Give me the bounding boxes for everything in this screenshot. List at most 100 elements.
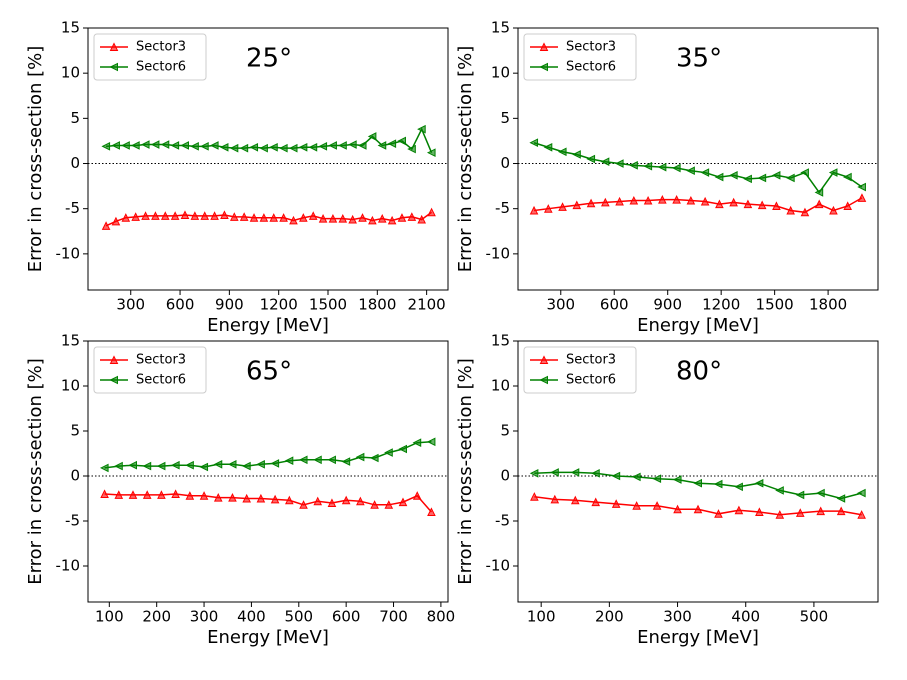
marker	[800, 207, 810, 217]
marker	[775, 510, 785, 519]
marker	[242, 461, 251, 471]
marker	[239, 212, 249, 221]
marker	[800, 168, 809, 177]
marker	[427, 207, 436, 217]
legend-label: Sector6	[566, 373, 616, 388]
subplot: -10 -5 0 5 10 15 100 200 300 400 500 Energy [MeV] Er…	[455, 332, 879, 648]
marker	[259, 213, 269, 222]
marker	[289, 215, 298, 225]
marker	[229, 143, 239, 153]
marker	[228, 492, 237, 502]
marker	[180, 141, 189, 150]
marker	[671, 163, 681, 173]
marker	[368, 215, 377, 225]
y-tick-label: -10	[486, 557, 511, 575]
marker	[693, 504, 703, 514]
marker	[417, 124, 426, 134]
marker	[377, 214, 387, 223]
marker	[387, 139, 397, 148]
legend-marker	[539, 375, 548, 385]
y-tick-label: 15	[61, 19, 80, 37]
marker	[686, 195, 696, 205]
marker	[171, 460, 180, 470]
legend-label: Sector3	[136, 353, 186, 368]
legend-box	[93, 33, 207, 81]
marker	[611, 499, 621, 508]
marker	[357, 141, 367, 150]
y-tick-label: -10	[56, 557, 81, 575]
marker	[298, 142, 308, 152]
marker	[550, 468, 559, 477]
marker	[412, 438, 422, 448]
marker	[816, 506, 826, 516]
y-tick-label: 5	[70, 422, 80, 440]
x-tick-label: 1500	[756, 296, 794, 314]
marker	[857, 182, 866, 192]
y-axis-label: Error in cross-section [%]	[25, 358, 46, 585]
marker	[121, 213, 131, 222]
y-tick-label: 15	[491, 332, 510, 350]
legend-box	[523, 346, 637, 394]
marker	[772, 201, 781, 210]
marker	[170, 211, 180, 220]
marker	[200, 211, 210, 220]
x-tick-label: 700	[379, 608, 408, 626]
x-tick-label: 1800	[358, 296, 396, 314]
legend-marker	[109, 42, 119, 51]
marker	[586, 198, 596, 208]
marker	[185, 460, 194, 470]
annotation: 25°	[246, 44, 292, 74]
subplot: -10 -5 0 5 10 15 300 600 900 1200 1500 1800 2100 Ener…	[25, 19, 449, 336]
marker	[259, 143, 268, 153]
marker	[757, 173, 767, 183]
marker	[131, 141, 140, 150]
marker	[171, 489, 180, 498]
marker	[128, 490, 138, 499]
series-line	[533, 197, 863, 214]
marker	[529, 205, 539, 215]
marker	[279, 213, 288, 222]
marker	[242, 493, 251, 503]
legend-box	[523, 33, 637, 81]
marker	[338, 141, 347, 150]
marker	[313, 455, 322, 465]
y-tick-label: 5	[70, 109, 80, 127]
axes-frame	[517, 340, 879, 603]
legend-label: Sector6	[566, 60, 616, 75]
marker	[101, 221, 111, 230]
marker	[643, 195, 653, 205]
marker	[338, 214, 348, 223]
marker	[121, 141, 130, 150]
series-line	[104, 441, 432, 469]
marker	[219, 142, 229, 152]
y-tick-label: 10	[491, 64, 510, 82]
marker	[426, 437, 436, 447]
marker	[397, 213, 407, 222]
y-tick-label: 15	[61, 332, 80, 350]
legend-marker	[109, 375, 118, 385]
x-tick-label: 800	[427, 608, 456, 626]
marker	[199, 491, 209, 500]
marker	[586, 154, 596, 164]
marker	[714, 172, 724, 182]
marker	[128, 460, 137, 470]
x-tick-label: 1200	[702, 296, 740, 314]
marker	[743, 174, 752, 184]
x-tick-label: 2100	[408, 296, 446, 314]
marker	[298, 455, 308, 465]
marker	[114, 461, 123, 471]
marker	[814, 188, 824, 197]
marker	[170, 141, 180, 150]
marker	[757, 200, 767, 210]
annotation: 35°	[676, 44, 722, 74]
annotation: 80°	[676, 357, 722, 387]
marker	[157, 490, 166, 499]
marker	[657, 162, 667, 172]
marker	[384, 500, 394, 509]
y-tick-label: 0	[70, 154, 80, 172]
marker	[611, 471, 621, 481]
marker	[814, 199, 824, 209]
marker	[367, 132, 377, 141]
marker	[318, 142, 328, 151]
marker	[131, 212, 140, 221]
